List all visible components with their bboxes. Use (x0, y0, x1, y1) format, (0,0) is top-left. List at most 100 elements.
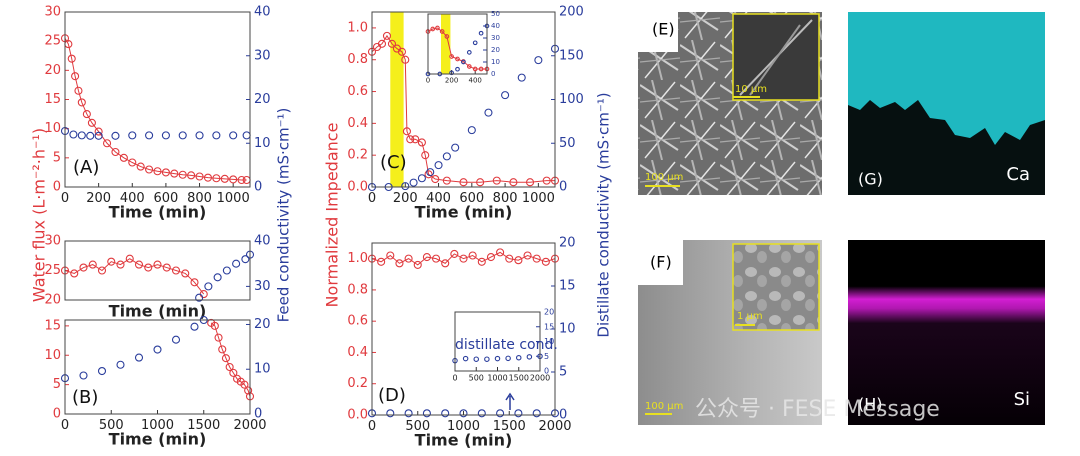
x-axis-label: Time (min) (415, 431, 513, 450)
data-point (397, 47, 406, 56)
watermark: 公众号 · FESE Message (695, 397, 940, 422)
data-point (221, 354, 230, 363)
y2-tick-label: 5 (544, 352, 549, 361)
data-point (181, 269, 190, 278)
x-tick-label: 1500 (509, 374, 529, 383)
data-point (462, 355, 469, 362)
x-tick-label: 0 (452, 374, 457, 383)
axes-frame (454, 311, 541, 372)
data-point (195, 131, 204, 140)
data-point (387, 39, 397, 48)
highlight-band (390, 12, 404, 187)
data-point (218, 345, 227, 354)
data-point (204, 282, 213, 291)
data-point (395, 259, 404, 268)
y2-tick-label: 0 (254, 180, 262, 195)
panel-label: (F) (650, 253, 672, 272)
data-point (426, 168, 435, 177)
data-point (496, 248, 505, 257)
data-point (424, 170, 433, 179)
x-tick-label: 500 (99, 418, 124, 433)
data-point (442, 152, 451, 161)
y-tick-label: 25 (44, 263, 61, 278)
data-point (170, 169, 179, 178)
y2-tick-label: 10 (254, 136, 271, 151)
x-axis-label: Time (min) (415, 203, 513, 222)
y-tick-label: 0.6 (347, 314, 368, 329)
y2-tick-label: 0 (254, 407, 262, 422)
data-point (382, 31, 392, 40)
axes-frame (64, 240, 251, 301)
data-point (203, 173, 213, 182)
data-point (187, 171, 196, 180)
data-point (494, 355, 501, 362)
data-point (466, 64, 472, 69)
data-point (242, 131, 251, 140)
data-point (87, 118, 96, 127)
y2-tick-label: 0 (559, 180, 567, 195)
data-point (449, 70, 454, 76)
data-point (134, 260, 144, 269)
data-point (459, 254, 468, 263)
data-point (171, 335, 181, 344)
y-tick-label: 0.6 (347, 84, 368, 99)
data-point (532, 409, 541, 418)
x-axis-label: Time (min) (109, 430, 207, 449)
x-tick-label: 0 (368, 191, 376, 206)
data-point (439, 29, 445, 34)
data-point (77, 98, 86, 107)
y2-tick-label: 30 (254, 279, 271, 294)
scale-label: 100 μm (645, 172, 683, 183)
x-axis-label: Time (min) (109, 302, 207, 321)
y2-tick-label: 200 (559, 5, 584, 20)
data-point (125, 254, 134, 263)
y2-tick-label: 40 (254, 5, 271, 20)
data-point (119, 153, 128, 162)
data-point (161, 131, 170, 140)
y2-tick-label: 0 (544, 367, 549, 376)
map-image (848, 240, 1045, 425)
data-point (476, 178, 485, 187)
data-point (162, 263, 171, 272)
series-line (64, 258, 205, 295)
y2-tick-label: 20 (544, 308, 554, 317)
data-point (430, 26, 436, 32)
ca-region (848, 12, 1045, 145)
mask (638, 12, 678, 52)
y-tick-label: 10 (44, 348, 61, 363)
data-point (478, 30, 484, 36)
scale-label: 100 μm (645, 401, 683, 412)
data-point (486, 253, 496, 262)
y2-tick-label: 10 (491, 58, 500, 66)
data-point (450, 249, 459, 258)
x-tick-label: 200 (86, 191, 111, 206)
x-tick-label: 200 (393, 191, 418, 206)
data-point (71, 72, 80, 81)
data-point (77, 131, 86, 140)
x-tick-label: 600 (153, 191, 178, 206)
x-tick-label: 400 (426, 191, 451, 206)
data-point (94, 131, 103, 140)
texture (749, 24, 801, 96)
data-point (541, 257, 550, 266)
data-point (377, 257, 386, 266)
x-tick-label: 500 (469, 374, 484, 383)
y2-axis-label: Distillate conductivity (mS·cm⁻¹) (595, 92, 613, 337)
y2-tick-label: 10 (254, 362, 271, 377)
data-point (505, 254, 514, 263)
x-tick-label: 800 (493, 191, 518, 206)
x-tick-label: 500 (405, 419, 430, 434)
highlight-band (440, 14, 451, 74)
x-tick-label: 200 (445, 76, 458, 84)
inset-image (732, 243, 820, 331)
data-point (468, 251, 477, 260)
axes-frame (64, 11, 251, 188)
data-point (514, 256, 523, 265)
data-point (461, 59, 466, 65)
data-point (107, 257, 116, 266)
y2-tick-label: 20 (254, 92, 271, 107)
y-tick-label: 0.4 (347, 345, 368, 360)
data-point (190, 278, 199, 287)
y-tick-label: 0.4 (347, 116, 368, 131)
data-point (79, 371, 88, 380)
